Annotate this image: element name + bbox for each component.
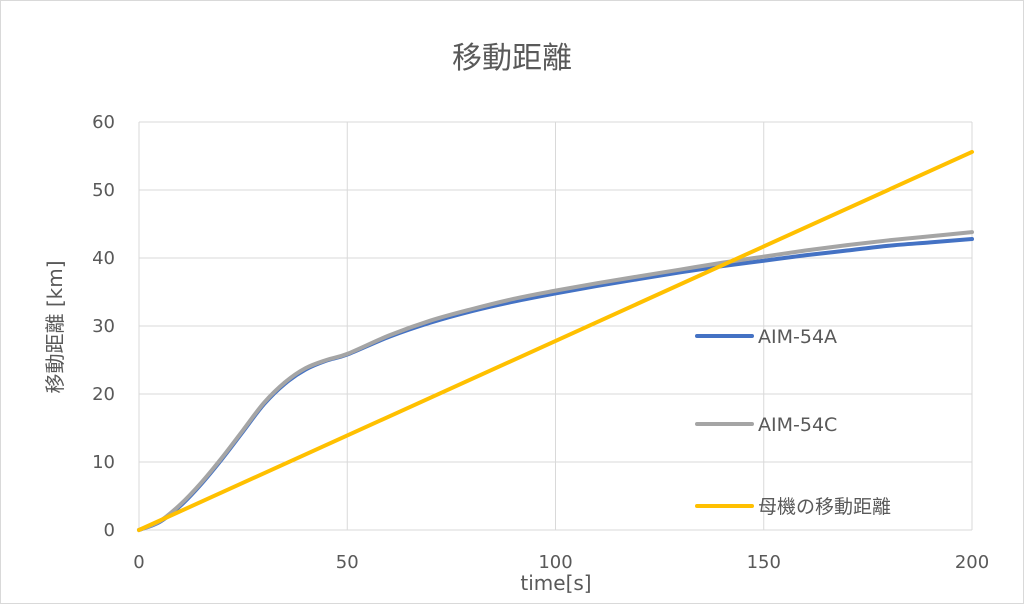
y-tick-label: 40: [92, 248, 115, 269]
legend-label-1: AIM-54A: [758, 326, 837, 348]
y-tick-label: 50: [92, 180, 115, 201]
legend-label-2: AIM-54C: [758, 414, 837, 436]
y-tick-label: 30: [92, 316, 115, 337]
legend-label-3: 母機の移動距離: [758, 496, 891, 518]
x-tick-label: 0: [133, 552, 144, 573]
grid: [138, 121, 973, 531]
y-tick-label: 20: [92, 384, 115, 405]
series-line-3: [137, 149, 974, 532]
x-axis-label: time[s]: [520, 571, 591, 595]
chart-title: 移動距離: [452, 41, 572, 76]
x-tick-label: 150: [747, 552, 781, 573]
series-layer: [137, 149, 974, 532]
x-tick-label: 50: [336, 552, 359, 573]
series-line-2: [137, 230, 974, 532]
y-tick-label: 10: [92, 452, 115, 473]
y-tick-label: 60: [92, 112, 115, 133]
x-tick-label: 100: [538, 552, 572, 573]
y-axis-label: 移動距離 [km]: [43, 260, 67, 393]
legend: AIM-54A AIM-54C 母機の移動距離: [695, 326, 891, 518]
y-tick-label: 0: [104, 520, 115, 541]
x-tick-label: 200: [955, 552, 989, 573]
tick-labels: 0 10 20 30 40 50 60 0 50 100 150 200: [92, 112, 989, 573]
